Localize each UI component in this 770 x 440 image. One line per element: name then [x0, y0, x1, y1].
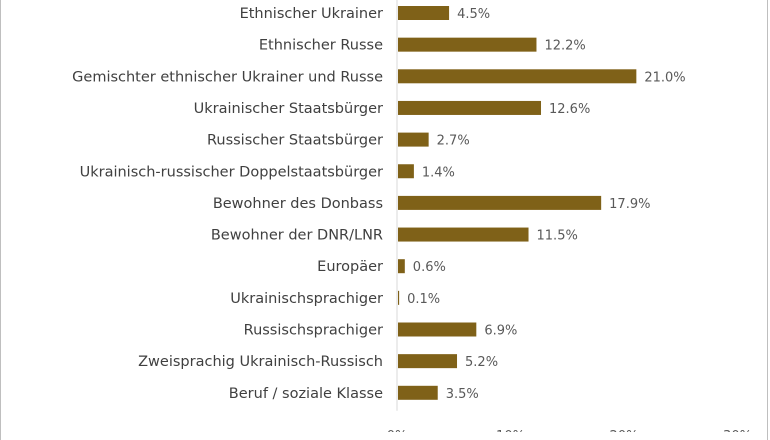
- category-label: Russischsprachiger: [244, 323, 383, 339]
- bar: [398, 290, 400, 305]
- category-label: Russischer Staatsbürger: [207, 133, 383, 149]
- value-label: 4.5%: [457, 7, 490, 22]
- category-label: Ethnischer Ukrainer: [240, 6, 383, 22]
- category-label: Beruf / soziale Klasse: [229, 386, 383, 402]
- value-label: 3.5%: [446, 387, 479, 402]
- category-label: Zweisprachig Ukrainisch-Russisch: [138, 354, 383, 370]
- x-tick-label: 20%: [610, 429, 639, 432]
- category-label: Ukrainischsprachiger: [230, 291, 383, 307]
- value-label: 21.0%: [644, 70, 685, 85]
- category-label: Ukrainisch-russischer Doppelstaatsbürger: [80, 164, 383, 180]
- bar: [398, 195, 602, 210]
- x-tick-label: 0%: [387, 429, 408, 432]
- value-label: 17.9%: [609, 197, 650, 212]
- value-label: 5.2%: [465, 355, 498, 370]
- value-label: 0.6%: [413, 260, 446, 275]
- value-label: 0.1%: [407, 292, 440, 307]
- category-label: Europäer: [317, 259, 383, 275]
- bar: [398, 227, 529, 242]
- bar: [398, 69, 637, 84]
- bar: [398, 6, 450, 20]
- category-label: Ukrainischer Staatsbürger: [194, 101, 383, 117]
- category-label: Gemischter ethnischer Ukrainer und Russe: [72, 69, 383, 85]
- x-tick-label: 30%: [723, 429, 752, 432]
- category-label: Ethnischer Russe: [259, 38, 383, 54]
- bar: [398, 385, 438, 400]
- x-tick-label: 10%: [496, 429, 525, 432]
- bar: [398, 322, 477, 337]
- bar: [398, 259, 405, 274]
- bar: [398, 132, 429, 147]
- value-label: 12.6%: [549, 102, 590, 117]
- category-label: Bewohner des Donbass: [213, 196, 383, 212]
- bar: [398, 164, 414, 179]
- bar: [398, 354, 458, 369]
- category-label: Bewohner der DNR/LNR: [211, 228, 383, 244]
- value-label: 1.4%: [422, 165, 455, 180]
- value-label: 11.5%: [537, 229, 578, 244]
- bar: [398, 100, 542, 115]
- value-label: 12.2%: [544, 39, 585, 54]
- value-label: 2.7%: [437, 134, 470, 149]
- value-label: 6.9%: [484, 324, 517, 339]
- bar: [398, 37, 537, 52]
